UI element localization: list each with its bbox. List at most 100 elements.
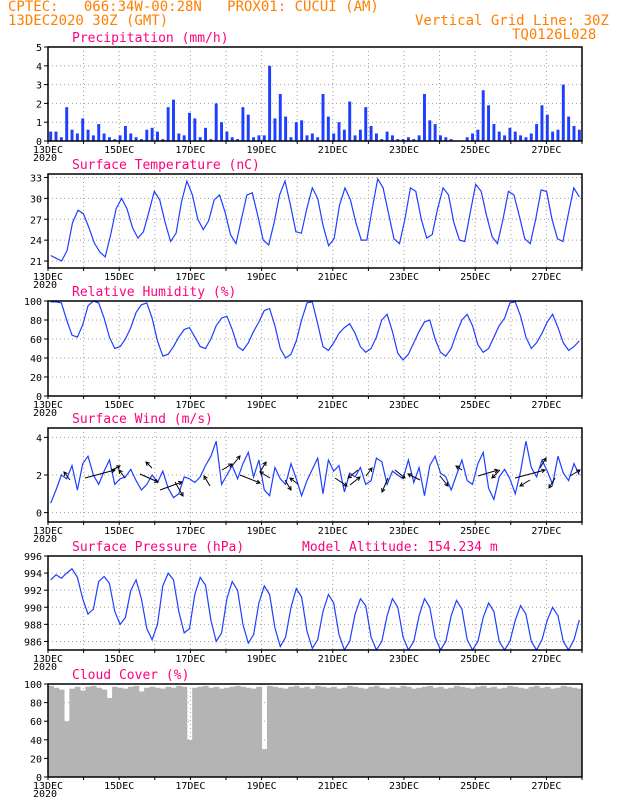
series-line — [50, 300, 580, 361]
precip-bar — [577, 129, 581, 141]
wind-arrow — [221, 463, 233, 471]
cloud-bar — [112, 686, 118, 777]
grid-line-note: Vertical Grid Line: 30Z — [415, 13, 609, 29]
cloud-bar — [224, 687, 231, 777]
precip-bar — [449, 139, 453, 141]
cloud-bar — [565, 686, 572, 777]
precip-bar — [177, 133, 181, 141]
cloud-bar — [448, 687, 455, 777]
precip-bar — [471, 133, 474, 141]
precip-bar — [364, 107, 368, 141]
year-label: 2020 — [33, 662, 57, 673]
cloud-bar — [176, 685, 182, 777]
precip-bar — [54, 131, 58, 141]
precip-bar — [535, 124, 539, 141]
cloud-bar — [320, 686, 327, 777]
y-tick-label: 40 — [30, 736, 42, 747]
panel-subtitle: Model Altitude: 154.234 m — [302, 540, 498, 555]
cloud-bar — [560, 685, 567, 777]
precip-bar — [262, 135, 266, 141]
x-tick-label: 15DEC — [104, 145, 134, 156]
cloud-bar — [507, 685, 514, 777]
wind-arrow — [439, 475, 449, 487]
precip-bar — [257, 135, 261, 141]
cloud-bar — [304, 686, 311, 777]
precip-bar — [476, 129, 480, 141]
cloud-bar — [101, 689, 108, 777]
wind-arrow-head — [548, 483, 553, 489]
cloud-bar — [517, 687, 524, 777]
cloud-bar — [475, 686, 482, 777]
precip-bar — [524, 137, 528, 141]
wind-arrow-head — [347, 474, 353, 479]
panel-frame — [47, 300, 583, 397]
y-tick-label: 990 — [24, 603, 42, 614]
panel-frame — [47, 173, 583, 269]
cloud-bar — [427, 685, 433, 777]
x-tick-label: 13DEC — [33, 654, 63, 665]
wind-arrow-head — [227, 463, 233, 468]
y-tick-label: 0 — [36, 773, 42, 784]
cloud-bar — [571, 687, 578, 777]
precip-bar — [246, 114, 250, 141]
precip-bar — [497, 131, 501, 141]
cloud-bar — [90, 685, 97, 777]
x-tick-label: 17DEC — [175, 145, 205, 156]
precip-bar — [513, 131, 517, 141]
x-tick-label: 13DEC — [33, 781, 63, 792]
precip-bar — [107, 137, 111, 141]
x-tick-label: 25DEC — [460, 526, 490, 537]
wind-arrow-head — [519, 482, 525, 487]
wind-arrow — [455, 465, 463, 471]
precip-bar — [508, 127, 512, 141]
cloud-bar — [459, 686, 466, 777]
x-tick-label: 13DEC — [33, 272, 63, 283]
precip-bar — [172, 99, 175, 141]
cloud-bar — [437, 686, 444, 777]
x-tick-label: 25DEC — [460, 145, 490, 156]
cloud-bar — [282, 688, 289, 777]
x-tick-label: 15DEC — [104, 272, 134, 283]
precip-bar — [551, 131, 555, 141]
x-tick-label: 25DEC — [460, 400, 490, 411]
precip-bar — [369, 125, 373, 141]
model-code: TQ0126L028 — [512, 27, 597, 43]
cloud-bar — [336, 688, 343, 777]
cloud-bar — [453, 685, 460, 777]
precip-bar — [209, 139, 213, 141]
precip-bar — [503, 135, 507, 141]
wind-arrow-head — [203, 475, 208, 481]
x-tick-label: 15DEC — [104, 526, 134, 537]
wind-arrow — [231, 455, 241, 467]
wind-arrow — [139, 473, 159, 483]
precip-bar — [406, 137, 410, 141]
wind-arrow — [569, 469, 581, 477]
precip-bar — [278, 94, 282, 141]
cloud-bar — [181, 686, 188, 777]
y-tick-label: 20 — [30, 754, 42, 765]
precip-bar — [492, 124, 496, 141]
wind-arrow-head — [153, 478, 159, 483]
cloud-bar — [315, 685, 321, 777]
wind-arrow — [349, 476, 361, 486]
wind-arrow-head — [400, 474, 406, 479]
wind-arrow-head — [493, 468, 499, 474]
wind-arrow-head — [575, 469, 581, 474]
cloud-bar — [245, 687, 252, 777]
y-tick-label: 40 — [30, 354, 42, 365]
wind-arrow-head — [381, 487, 386, 493]
precip-bar — [225, 131, 229, 141]
panel-frame — [47, 427, 583, 523]
wind-arrow — [491, 469, 501, 479]
y-tick-label: 992 — [24, 586, 42, 597]
cloud-bar — [261, 749, 268, 777]
cloud-bar — [64, 721, 70, 777]
wind-arrow-head — [118, 469, 123, 475]
y-tick-label: 1 — [36, 118, 42, 129]
precip-bar — [337, 122, 341, 141]
y-tick-label: 4 — [36, 62, 42, 73]
wind-arrow-head — [63, 471, 68, 477]
precip-bar — [220, 122, 224, 141]
series-line — [50, 567, 580, 652]
